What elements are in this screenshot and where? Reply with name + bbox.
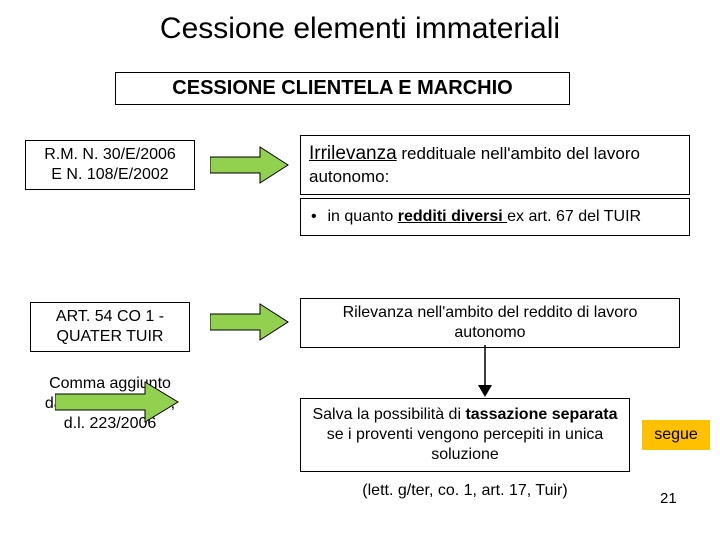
ref2-line2: QUATER TUIR bbox=[57, 328, 164, 345]
t-prefix: Salva la possibilità di bbox=[312, 406, 465, 423]
rd-suffix: ex art. 67 del TUIR bbox=[507, 208, 641, 225]
ref-box-2: ART. 54 CO 1 - QUATER TUIR bbox=[30, 302, 190, 352]
ref1-line2: E N. 108/E/2002 bbox=[51, 166, 168, 183]
page-number: 21 bbox=[660, 490, 677, 507]
t-suffix: se i proventi vengono percepiti in unica… bbox=[327, 426, 604, 463]
redditi-diversi-box: • in quanto redditi diversi ex art. 67 d… bbox=[300, 198, 690, 236]
subtitle-box: CESSIONE CLIENTELA E MARCHIO bbox=[115, 72, 570, 105]
arrow-2 bbox=[210, 302, 290, 342]
arrow-1 bbox=[210, 145, 290, 185]
rd-bold: redditi diversi bbox=[398, 208, 507, 225]
ref1-line1: R.M. N. 30/E/2006 bbox=[44, 146, 176, 163]
citation-text: (lett. g/ter, co. 1, art. 17, Tuir) bbox=[300, 482, 630, 500]
t-bold: tassazione separata bbox=[465, 406, 617, 423]
ref-box-1: R.M. N. 30/E/2006 E N. 108/E/2002 bbox=[25, 140, 195, 190]
tassazione-box: Salva la possibilità di tassazione separ… bbox=[300, 398, 630, 472]
arrow-down bbox=[470, 345, 500, 402]
irrilevanza-heading: Irrilevanza bbox=[309, 143, 397, 164]
rilevanza-box: Rilevanza nell'ambito del reddito di lav… bbox=[300, 298, 680, 348]
ref2-line1: ART. 54 CO 1 - bbox=[56, 308, 164, 325]
irrilevanza-box: Irrilevanza reddituale nell'ambito del l… bbox=[300, 135, 690, 195]
slide-title: Cessione elementi immateriali bbox=[0, 12, 720, 46]
segue-badge: segue bbox=[642, 420, 710, 450]
rd-prefix: in quanto bbox=[327, 208, 397, 225]
arrow-3 bbox=[55, 380, 180, 424]
